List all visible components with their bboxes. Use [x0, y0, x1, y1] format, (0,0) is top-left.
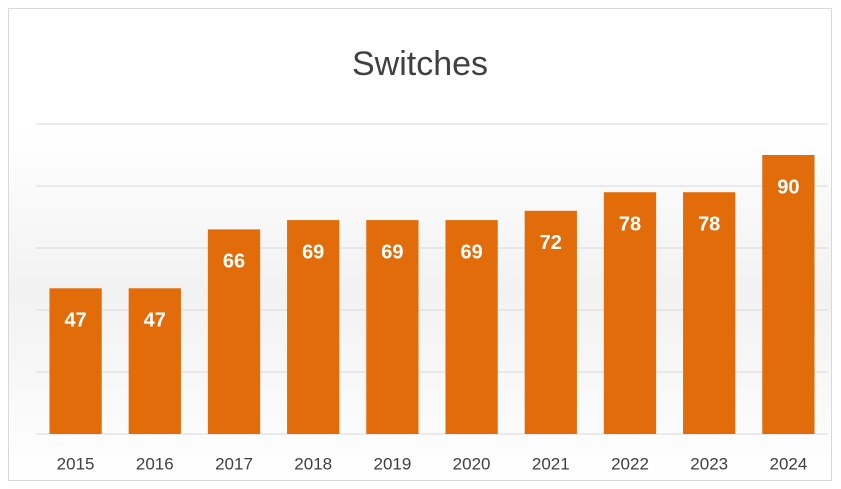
data-label: 47: [144, 310, 166, 332]
data-label: 66: [223, 251, 245, 273]
x-tick-label: 2018: [294, 454, 332, 473]
bar: [603, 192, 657, 434]
bar: [128, 288, 181, 434]
data-label: 78: [619, 213, 641, 235]
bar: [762, 155, 815, 434]
data-label: 69: [381, 241, 403, 263]
data-label: 69: [460, 241, 482, 263]
bar: [683, 192, 736, 434]
data-label: 69: [302, 241, 324, 263]
x-tick-label: 2021: [532, 454, 570, 473]
chart-title: Switches: [352, 45, 488, 83]
x-tick-label: 2015: [57, 454, 95, 473]
bar: [366, 220, 419, 434]
bar: [524, 210, 577, 434]
bar: [445, 220, 498, 434]
bar: [49, 288, 102, 434]
x-tick-label: 2022: [611, 454, 649, 473]
data-label: 47: [64, 310, 86, 332]
x-tick-label: 2016: [136, 454, 174, 473]
data-label: 72: [540, 232, 562, 254]
x-tick-label: 2019: [373, 454, 411, 473]
x-tick-label: 2024: [769, 454, 807, 473]
data-label: 90: [777, 176, 799, 198]
bar: [207, 229, 261, 434]
x-tick-label: 2020: [453, 454, 491, 473]
x-tick-label: 2017: [215, 454, 253, 473]
data-label: 78: [698, 213, 720, 235]
bar: [287, 220, 340, 434]
x-tick-label: 2023: [690, 454, 728, 473]
